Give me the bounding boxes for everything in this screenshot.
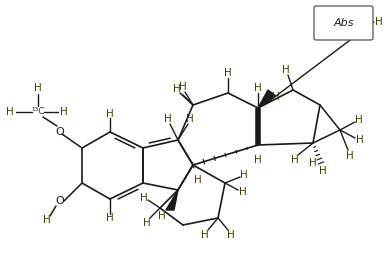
Text: H: H	[158, 211, 166, 221]
Text: H: H	[201, 230, 209, 240]
Polygon shape	[166, 190, 178, 210]
Text: H: H	[356, 135, 364, 145]
Text: H: H	[239, 187, 247, 197]
Text: H: H	[355, 115, 363, 125]
Text: H: H	[254, 83, 262, 93]
Text: H: H	[254, 155, 262, 165]
Text: Abs: Abs	[333, 18, 354, 28]
Text: H: H	[43, 215, 51, 225]
Text: H: H	[272, 92, 280, 102]
Text: H: H	[282, 65, 290, 75]
FancyBboxPatch shape	[314, 6, 373, 40]
Polygon shape	[258, 90, 276, 108]
Text: H: H	[186, 114, 194, 124]
Text: ¹³C: ¹³C	[31, 108, 45, 116]
Text: H: H	[106, 213, 114, 223]
Text: H: H	[34, 83, 42, 93]
Text: H: H	[106, 109, 114, 119]
Text: O: O	[56, 127, 64, 137]
Text: H: H	[346, 151, 354, 161]
Text: H: H	[140, 193, 148, 203]
Text: H: H	[375, 17, 383, 27]
Text: H: H	[240, 170, 248, 180]
Text: H: H	[227, 230, 235, 240]
Text: H: H	[319, 166, 327, 176]
Text: H: H	[224, 68, 232, 78]
Text: H: H	[6, 107, 14, 117]
Text: H: H	[60, 107, 68, 117]
Text: H: H	[173, 84, 181, 94]
Text: H: H	[309, 158, 317, 168]
Text: O: O	[56, 196, 64, 206]
Text: H: H	[179, 82, 187, 92]
Text: H: H	[143, 218, 151, 228]
Text: H: H	[164, 114, 172, 124]
Text: H: H	[291, 155, 299, 165]
Text: H: H	[194, 175, 202, 185]
